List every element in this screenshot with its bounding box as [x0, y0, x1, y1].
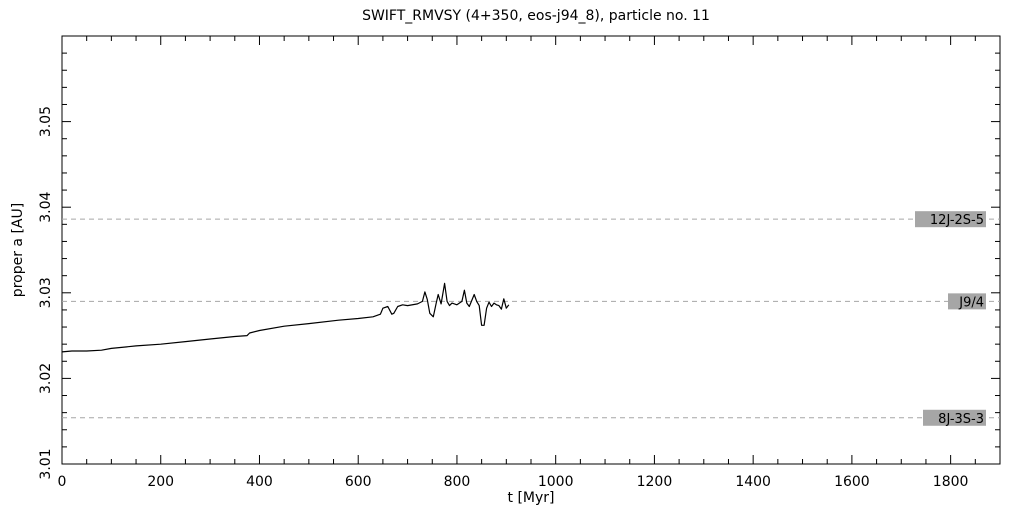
y-tick-label: 3.04 — [38, 192, 54, 223]
chart-title: SWIFT_RMVSY (4+350, eos-j94_8), particle… — [362, 8, 710, 24]
y-tick-label: 3.01 — [38, 448, 54, 479]
resonance-label: J9/4 — [958, 295, 984, 310]
x-tick-label: 400 — [246, 474, 273, 490]
x-tick-label: 1000 — [538, 474, 574, 490]
resonance-label-bg — [915, 211, 986, 228]
x-tick-label: 1200 — [637, 474, 673, 490]
y-axis-label: proper a [AU] — [10, 203, 26, 297]
x-tick-label: 1400 — [735, 474, 771, 490]
series-line — [61, 282, 510, 353]
y-tick-label: 3.05 — [38, 106, 54, 137]
x-tick-label: 200 — [147, 474, 174, 490]
resonance-label: 12J-2S-5 — [930, 213, 984, 228]
resonance-label-bg — [948, 293, 986, 310]
y-tick-label: 3.03 — [38, 277, 54, 308]
x-tick-label: 800 — [444, 474, 471, 490]
x-tick-label: 0 — [58, 474, 67, 490]
plot-frame — [61, 35, 1001, 465]
x-axis-label: t [Myr] — [508, 490, 555, 506]
x-tick-label: 600 — [345, 474, 372, 490]
x-tick-label: 1600 — [834, 474, 870, 490]
resonance-label: 8J-3S-3 — [938, 412, 984, 427]
resonance-label-bg — [923, 409, 986, 426]
x-tick-label: 1800 — [933, 474, 969, 490]
y-tick-label: 3.02 — [38, 363, 54, 394]
